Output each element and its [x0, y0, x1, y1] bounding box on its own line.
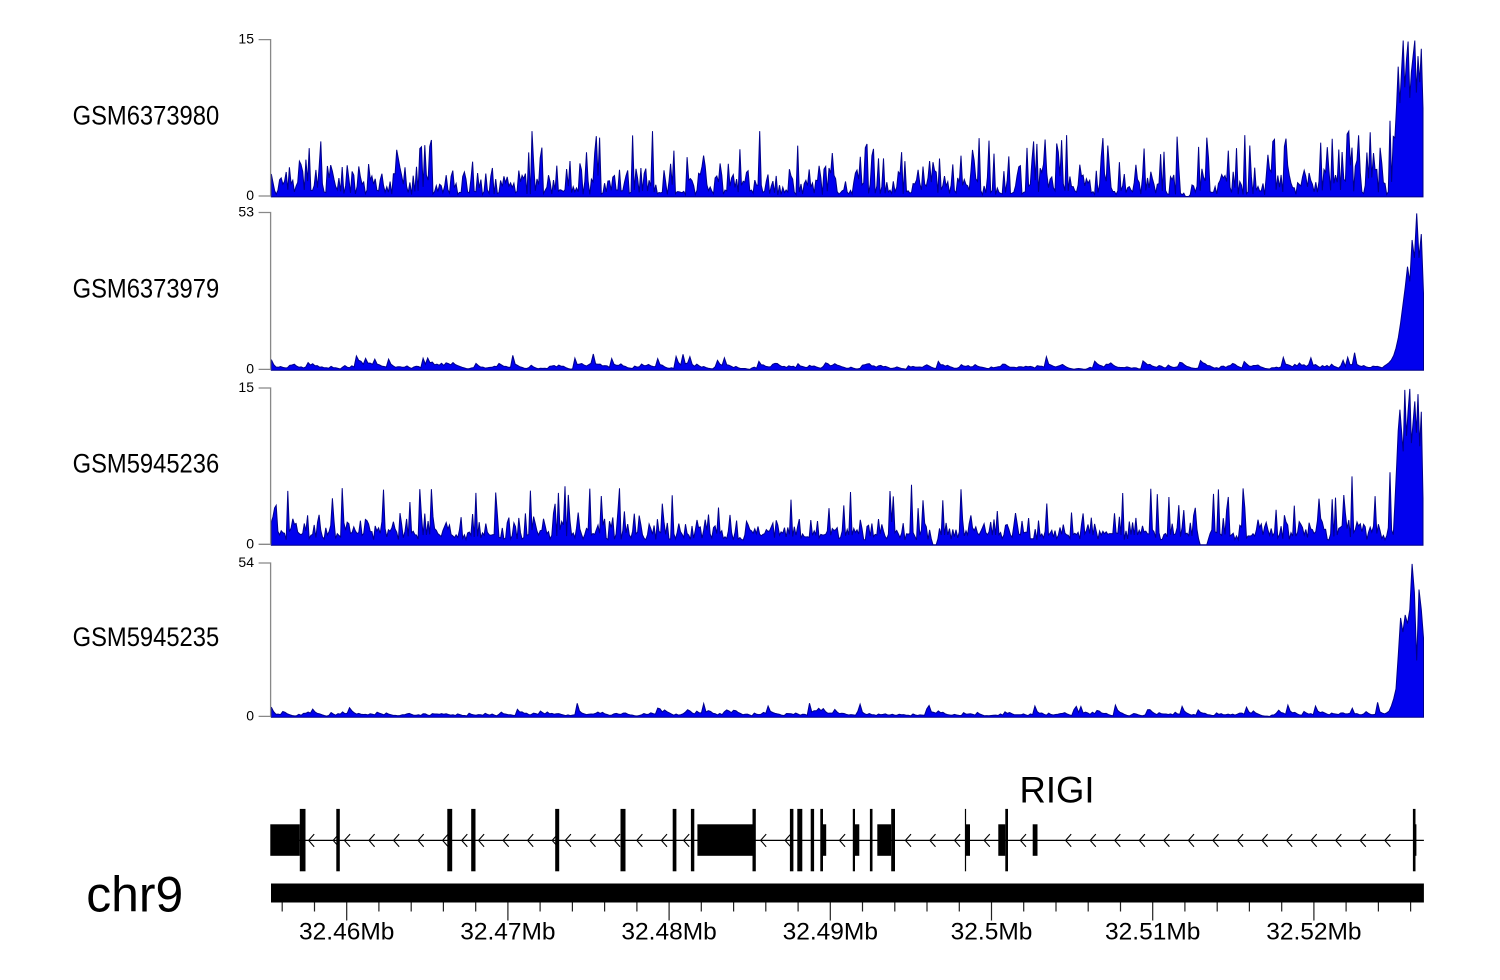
- svg-text:0: 0: [246, 708, 254, 724]
- svg-text:15: 15: [238, 31, 254, 47]
- svg-text:32.5Mb: 32.5Mb: [951, 919, 1033, 946]
- svg-text:GSM6373980: GSM6373980: [73, 100, 220, 130]
- svg-text:32.51Mb: 32.51Mb: [1105, 919, 1200, 946]
- svg-text:GSM5945236: GSM5945236: [73, 449, 220, 479]
- svg-text:GSM5945235: GSM5945235: [73, 622, 220, 652]
- svg-text:32.47Mb: 32.47Mb: [460, 919, 555, 946]
- svg-text:32.48Mb: 32.48Mb: [621, 919, 716, 946]
- svg-text:chr9: chr9: [86, 867, 183, 923]
- svg-text:32.49Mb: 32.49Mb: [783, 919, 878, 946]
- svg-text:53: 53: [238, 204, 254, 220]
- svg-text:32.46Mb: 32.46Mb: [299, 919, 394, 946]
- svg-text:0: 0: [246, 361, 254, 377]
- svg-text:0: 0: [246, 535, 254, 551]
- svg-text:RIGI: RIGI: [1020, 770, 1095, 811]
- svg-text:15: 15: [238, 379, 254, 395]
- svg-text:GSM6373979: GSM6373979: [73, 273, 220, 303]
- svg-text:32.52Mb: 32.52Mb: [1266, 919, 1361, 946]
- svg-text:0: 0: [246, 187, 254, 203]
- svg-text:54: 54: [238, 554, 254, 570]
